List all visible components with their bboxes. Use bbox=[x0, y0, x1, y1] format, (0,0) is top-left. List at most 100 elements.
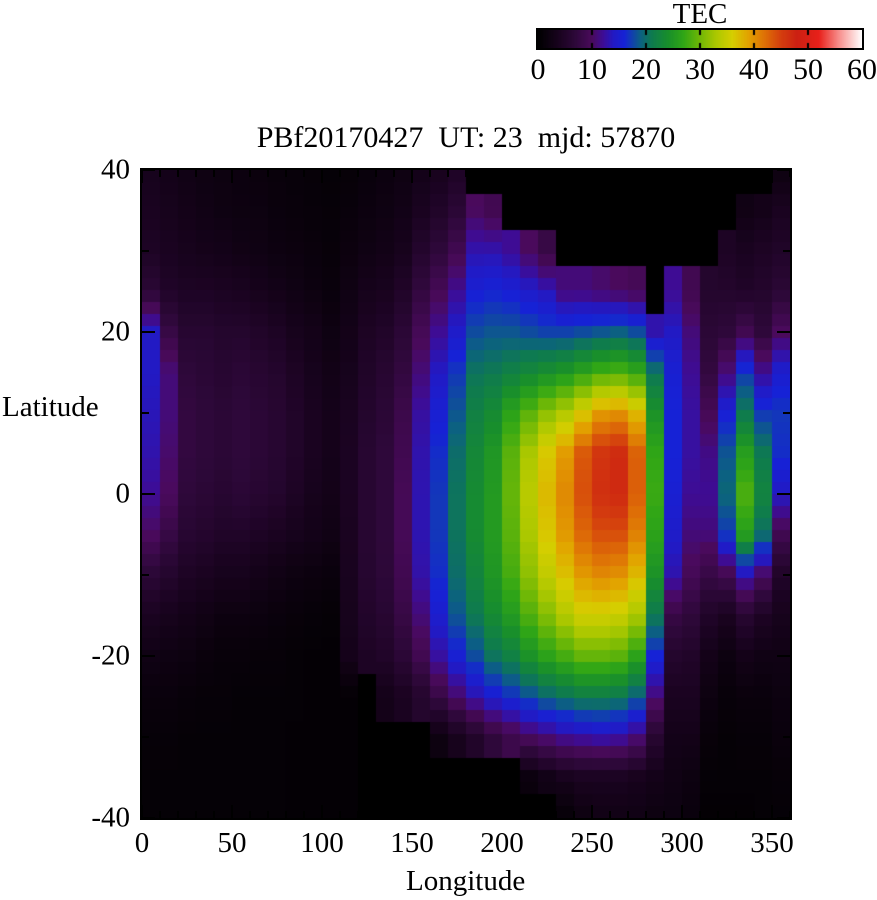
axis-tick-mark bbox=[411, 170, 413, 183]
axis-tick-mark bbox=[783, 574, 790, 576]
axis-tick-mark bbox=[717, 170, 719, 177]
x-tick-label: 350 bbox=[750, 827, 794, 859]
axis-tick-mark bbox=[783, 250, 790, 252]
x-tick-label: 200 bbox=[480, 827, 524, 859]
axis-tick-mark bbox=[465, 811, 467, 818]
axis-tick-mark bbox=[591, 170, 593, 183]
axis-tick-mark bbox=[142, 250, 149, 252]
axis-tick-mark bbox=[681, 170, 683, 183]
axis-tick-mark bbox=[411, 805, 413, 818]
axis-tick-mark bbox=[537, 170, 539, 177]
axis-tick-mark bbox=[645, 811, 647, 818]
axis-tick-mark bbox=[519, 170, 521, 177]
axis-tick-mark bbox=[555, 170, 557, 177]
axis-tick-mark bbox=[627, 811, 629, 818]
y-tick-label: 20 bbox=[101, 315, 130, 348]
axis-tick-mark bbox=[465, 170, 467, 177]
colorbar-tick-label: 30 bbox=[685, 53, 715, 86]
axis-tick-mark bbox=[573, 170, 575, 177]
axis-tick-mark bbox=[789, 170, 791, 177]
axis-tick-mark bbox=[735, 811, 737, 818]
axis-tick-mark bbox=[142, 736, 149, 738]
axis-tick-mark bbox=[249, 811, 251, 818]
y-tick-label: 0 bbox=[115, 477, 131, 510]
axis-tick-mark bbox=[267, 811, 269, 818]
axis-tick-mark bbox=[735, 170, 737, 177]
axis-tick-mark bbox=[177, 170, 179, 177]
colorbar bbox=[536, 28, 864, 50]
axis-tick-mark bbox=[573, 811, 575, 818]
axis-tick-mark bbox=[771, 170, 773, 183]
axis-tick-mark bbox=[213, 170, 215, 177]
axis-tick-mark bbox=[159, 811, 161, 818]
axis-tick-mark bbox=[159, 170, 161, 177]
axis-tick-mark bbox=[519, 811, 521, 818]
axis-tick-mark bbox=[285, 811, 287, 818]
axis-tick-mark bbox=[555, 811, 557, 818]
axis-tick-mark bbox=[771, 805, 773, 818]
axis-tick-mark bbox=[375, 811, 377, 818]
axis-tick-mark bbox=[231, 170, 233, 183]
axis-tick-mark bbox=[429, 170, 431, 177]
axis-tick-mark bbox=[195, 811, 197, 818]
axis-tick-mark bbox=[501, 170, 503, 183]
colorbar-tick-label: 60 bbox=[847, 53, 877, 86]
axis-tick-mark bbox=[789, 811, 791, 818]
axis-tick-mark bbox=[777, 655, 790, 657]
axis-tick-mark bbox=[591, 805, 593, 818]
y-tick-label: 40 bbox=[101, 153, 130, 186]
y-tick-label: -20 bbox=[91, 639, 130, 672]
axis-tick-mark bbox=[142, 169, 155, 171]
axis-tick-mark bbox=[783, 736, 790, 738]
axis-tick-mark bbox=[627, 170, 629, 177]
x-tick-label: 150 bbox=[390, 827, 434, 859]
axis-tick-mark bbox=[142, 655, 155, 657]
axis-tick-mark bbox=[321, 170, 323, 183]
axis-tick-mark bbox=[375, 170, 377, 177]
axis-tick-mark bbox=[777, 331, 790, 333]
axis-tick-mark bbox=[303, 811, 305, 818]
colorbar-tick-label: 0 bbox=[530, 53, 546, 86]
y-axis-title: Latitude bbox=[2, 391, 99, 423]
axis-tick-mark bbox=[783, 412, 790, 414]
axis-tick-mark bbox=[699, 811, 701, 818]
colorbar-tick-label: 40 bbox=[739, 53, 769, 86]
axis-tick-mark bbox=[609, 811, 611, 818]
axis-tick-mark bbox=[339, 170, 341, 177]
axis-tick-mark bbox=[339, 811, 341, 818]
axis-tick-mark bbox=[447, 811, 449, 818]
axis-tick-mark bbox=[321, 805, 323, 818]
axis-tick-mark bbox=[537, 811, 539, 818]
axis-tick-mark bbox=[231, 805, 233, 818]
axis-tick-mark bbox=[195, 170, 197, 177]
axis-tick-mark bbox=[483, 811, 485, 818]
axis-tick-mark bbox=[447, 170, 449, 177]
axis-tick-mark bbox=[663, 811, 665, 818]
axis-tick-mark bbox=[267, 170, 269, 177]
axis-tick-mark bbox=[303, 170, 305, 177]
axis-tick-mark bbox=[142, 493, 155, 495]
tec-heatmap-canvas bbox=[142, 170, 790, 818]
x-tick-label: 50 bbox=[217, 827, 247, 859]
axis-tick-mark bbox=[177, 811, 179, 818]
x-axis-title: Longitude bbox=[406, 865, 526, 897]
axis-tick-mark bbox=[285, 170, 287, 177]
axis-tick-mark bbox=[777, 817, 790, 819]
axis-tick-mark bbox=[483, 170, 485, 177]
plot-frame bbox=[140, 168, 792, 820]
axis-tick-mark bbox=[753, 811, 755, 818]
axis-tick-mark bbox=[141, 805, 143, 818]
axis-tick-mark bbox=[249, 170, 251, 177]
axis-tick-mark bbox=[429, 811, 431, 818]
axis-tick-mark bbox=[501, 805, 503, 818]
axis-tick-mark bbox=[393, 811, 395, 818]
axis-tick-mark bbox=[141, 170, 143, 183]
x-tick-label: 100 bbox=[300, 827, 344, 859]
colorbar-gradient-canvas bbox=[538, 30, 862, 48]
axis-tick-mark bbox=[753, 170, 755, 177]
colorbar-title: TEC bbox=[672, 0, 728, 30]
plot-title: PBf20170427 UT: 23 mjd: 57870 bbox=[256, 121, 676, 154]
axis-tick-mark bbox=[142, 574, 149, 576]
axis-tick-mark bbox=[699, 170, 701, 177]
